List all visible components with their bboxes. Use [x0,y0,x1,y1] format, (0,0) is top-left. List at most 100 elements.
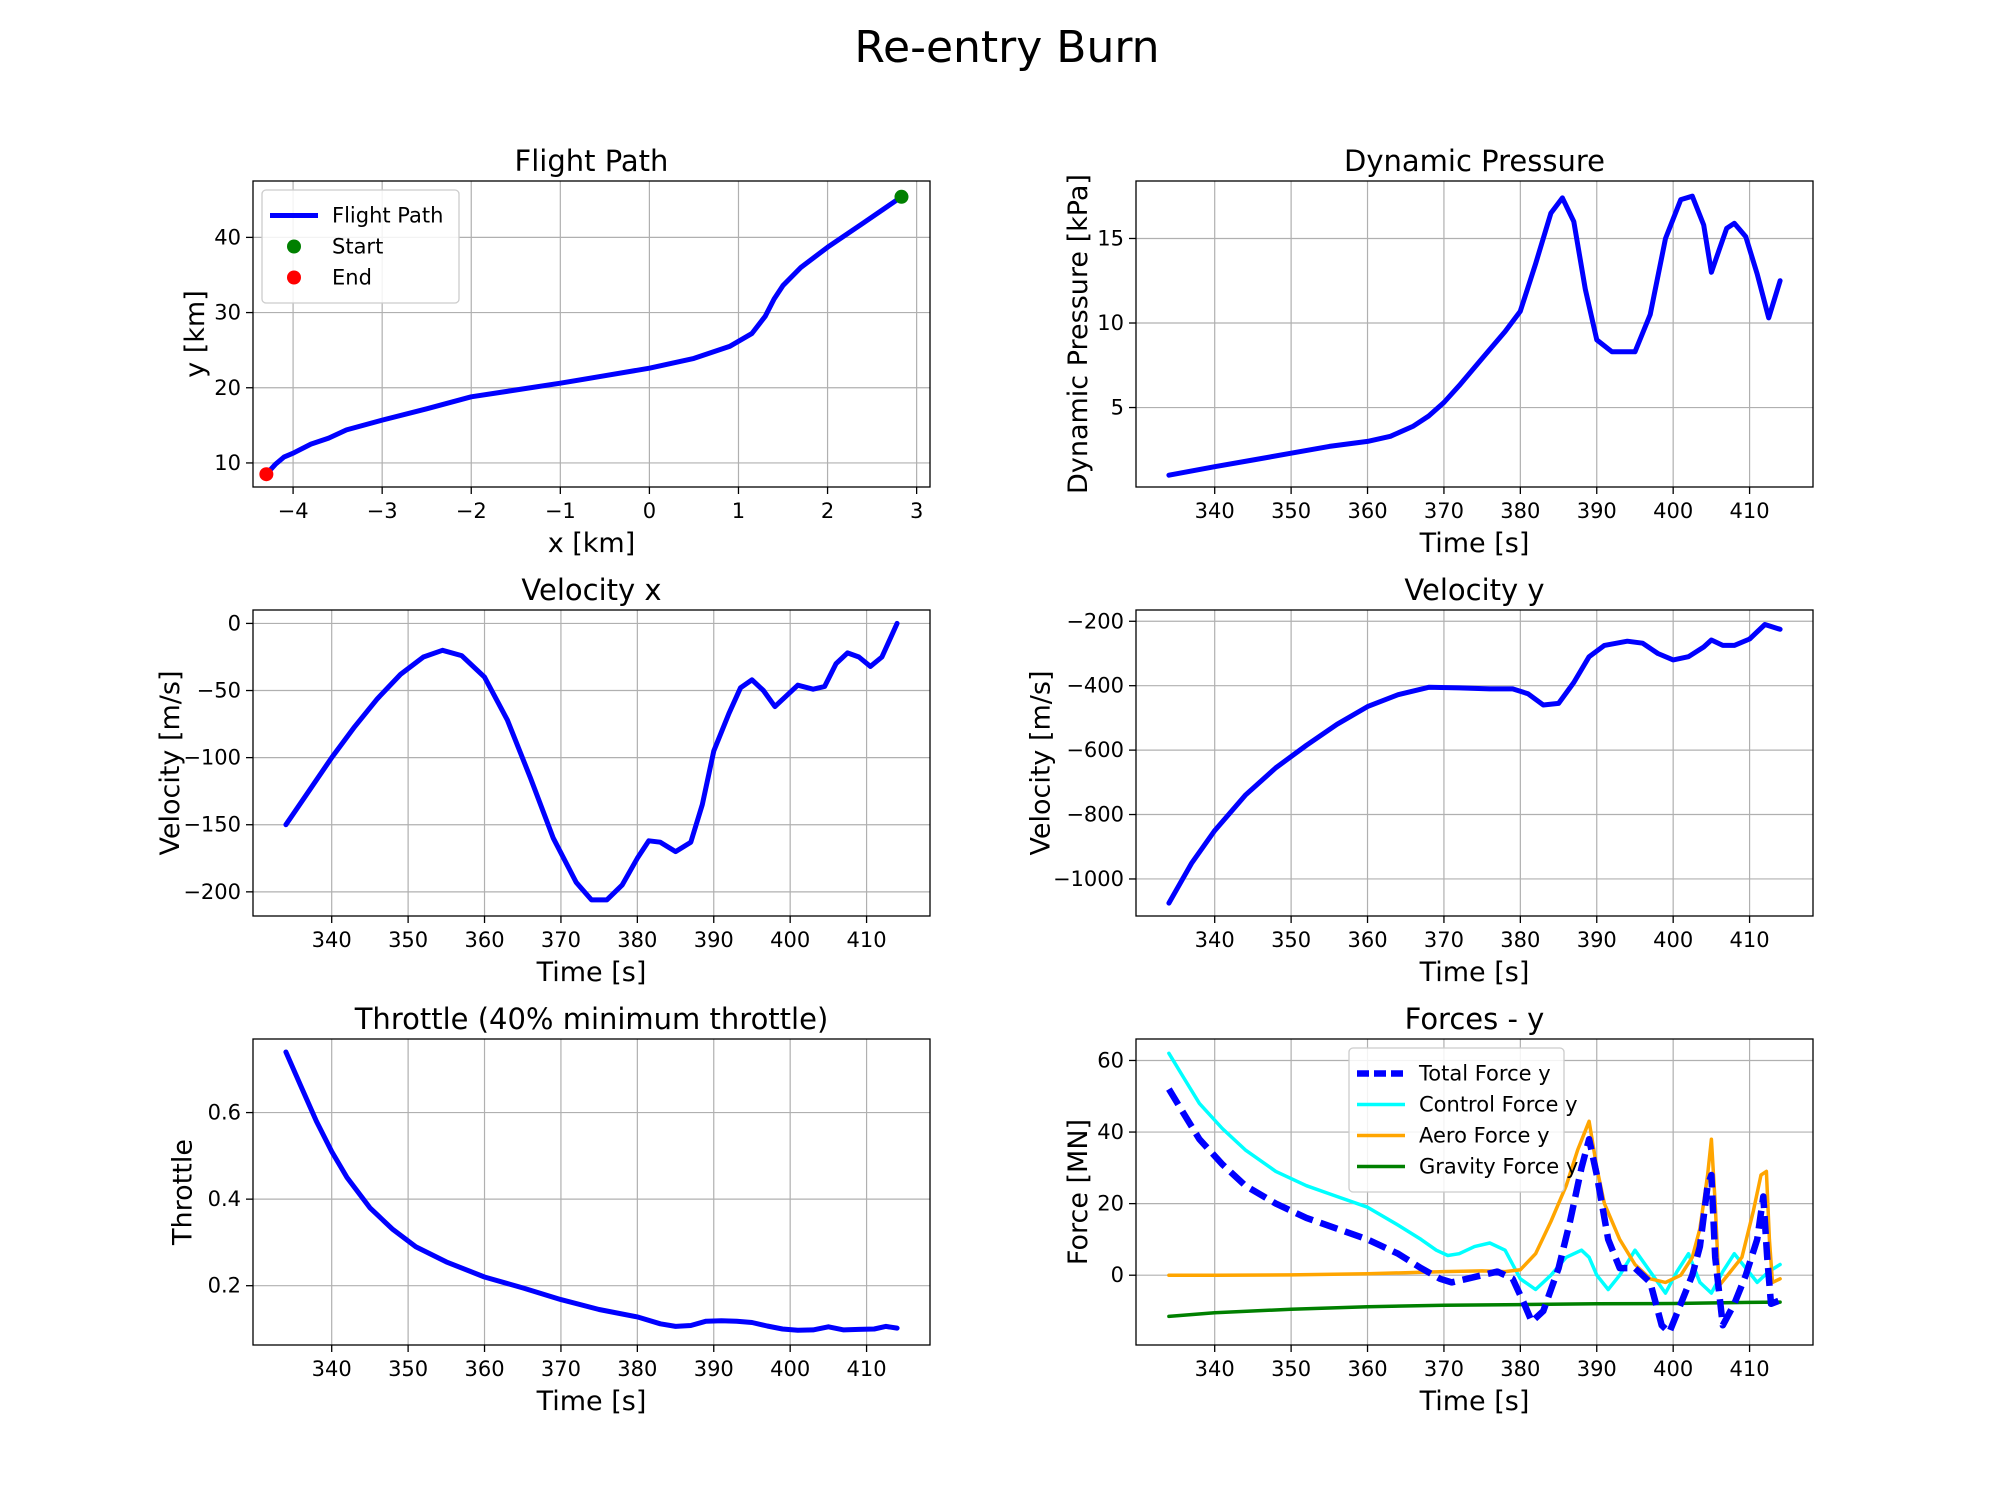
x-tick-label: 410 [1730,928,1770,952]
x-tick-label: 1 [732,499,745,523]
axes-frame [252,1038,931,1346]
legend-box [1348,1047,1565,1193]
series-line-dynp [1166,193,1783,478]
axes-frame [252,609,931,917]
x-axis-label: Time [s] [536,957,647,988]
x-tick-label: 350 [1271,499,1311,523]
axes-frame [1135,609,1814,917]
x-tick-label: 410 [847,1357,887,1381]
x-tick-label: 370 [1424,928,1464,952]
x-tick-label: 390 [1577,928,1617,952]
panel-vy: 340 350 360 370 380 390 400 410 −200 −400 −600 −800… [1026,573,1814,988]
x-tick-label: 390 [694,928,734,952]
series-line-total-force-y [1166,1087,1782,1336]
point-end [259,467,274,482]
legend-label: Gravity Force y [1419,1155,1578,1179]
y-tick-label: −50 [197,679,241,703]
y-tick-label: 10 [214,451,241,475]
y-tick-label: 0 [228,611,241,635]
x-axis-label: x [km] [548,528,636,559]
legend-swatch [287,239,301,254]
chart-title: Throttle (40% minimum throttle) [354,1002,829,1036]
y-tick-label: 40 [214,225,241,249]
x-tick-label: 380 [1500,499,1540,523]
y-tick-label: −200 [1066,609,1124,633]
chart-title: Dynamic Pressure [1344,144,1605,178]
x-tick-label: 340 [1195,499,1235,523]
x-tick-label: 350 [1271,928,1311,952]
x-tick-label: 410 [847,928,887,952]
x-tick-label: −4 [278,499,309,523]
axes-frame [1135,1038,1814,1346]
chart-title: Velocity y [1404,573,1544,607]
x-tick-label: 400 [1653,928,1693,952]
y-tick-label: −150 [183,813,241,837]
chart-title: Velocity x [521,573,661,607]
x-tick-label: 350 [1271,1357,1311,1381]
y-tick-label: 0.2 [208,1274,241,1298]
y-tick-label: 40 [1097,1120,1124,1144]
series-line-gravity-force-y [1167,1300,1782,1319]
legend-label: End [332,266,372,290]
x-tick-label: 380 [617,1357,657,1381]
x-tick-label: 400 [770,1357,810,1381]
y-axis-label: Velocity [m/s] [155,670,186,855]
x-tick-label: 340 [312,928,352,952]
y-tick-label: 5 [1111,396,1124,420]
legend: Total Force y Control Force y Aero Force y… [1348,1047,1578,1193]
x-tick-label: 360 [1347,499,1387,523]
plot-area [283,1049,900,1333]
x-tick-label: 370 [1424,1357,1464,1381]
y-axis-label: Dynamic Pressure [kPa] [1063,174,1094,494]
y-tick-label: −200 [183,880,241,904]
x-tick-label: −3 [367,499,398,523]
legend: Flight Path Start End [261,189,460,304]
series-line-flight-path [263,194,904,477]
x-axis-label: Time [s] [1419,528,1530,559]
legend-box [261,189,460,304]
y-tick-label: 30 [214,301,241,325]
legend-label: Aero Force y [1419,1124,1550,1148]
x-tick-label: 400 [1653,499,1693,523]
x-tick-label: 380 [617,928,657,952]
x-tick-label: 360 [1347,1357,1387,1381]
x-tick-label: 360 [464,928,504,952]
x-tick-label: 340 [1195,928,1235,952]
y-tick-label: 10 [1097,311,1124,335]
chart-title: Forces - y [1405,1002,1545,1036]
x-tick-label: 370 [1424,499,1464,523]
series-line-vy [1166,622,1783,906]
y-tick-label: 20 [1097,1192,1124,1216]
plot-area [263,194,904,477]
series-line-throttle [283,1049,900,1333]
x-tick-label: 390 [1577,1357,1617,1381]
x-tick-label: 3 [910,499,923,523]
x-tick-label: 410 [1730,499,1770,523]
x-tick-label: 340 [312,1357,352,1381]
plot-area [1166,1051,1782,1336]
legend-label: Start [332,235,383,259]
y-tick-label: 60 [1097,1048,1124,1072]
x-tick-label: 410 [1730,1357,1770,1381]
y-tick-label: 0 [1111,1263,1124,1287]
x-tick-label: 340 [1195,1357,1235,1381]
chart-title: Flight Path [515,144,669,178]
y-tick-label: 0.4 [208,1187,241,1211]
axes-frame [1135,180,1814,488]
plot-area [1166,622,1783,906]
x-tick-label: 400 [1653,1357,1693,1381]
axes-frame [252,180,931,488]
panel-flight: −4 −3 −2 −1 0 1 2 3 10 20 30 40 Flight Path x [km] y [… [180,144,931,559]
x-tick-label: 380 [1500,1357,1540,1381]
x-tick-label: 360 [1347,928,1387,952]
y-tick-label: −600 [1066,738,1124,762]
legend-label: Total Force y [1418,1062,1551,1086]
x-tick-label: 360 [464,1357,504,1381]
series-line-vx [283,620,900,903]
y-axis-label: Throttle [168,1139,199,1246]
point-start [894,189,909,204]
y-tick-label: −100 [183,746,241,770]
legend-label: Flight Path [332,204,443,228]
